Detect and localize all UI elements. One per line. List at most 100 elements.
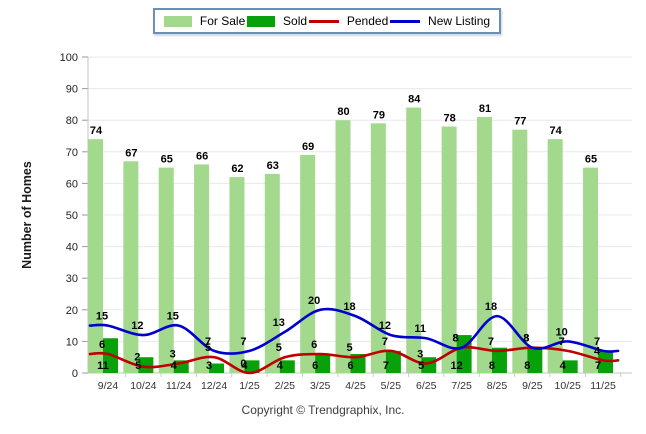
legend-label-sold: Sold <box>283 14 308 28</box>
new-listing-value-label: 13 <box>273 317 285 329</box>
sold-value-label: 7 <box>595 360 601 372</box>
x-tick-label: 11/25 <box>590 380 616 392</box>
x-tick-label: 3/25 <box>310 380 331 392</box>
for-sale-value-label: 69 <box>302 141 314 153</box>
y-tick-label: 100 <box>60 52 78 64</box>
bar-for-sale <box>229 177 245 373</box>
x-tick-label: 10/24 <box>130 380 156 392</box>
x-tick-label: 5/25 <box>381 380 402 392</box>
new-listing-value-label: 15 <box>167 311 179 323</box>
bar-sold <box>385 350 401 373</box>
bar-for-sale <box>264 173 280 373</box>
y-tick-label: 80 <box>66 115 78 127</box>
pended-value-label: 3 <box>170 349 176 361</box>
pended-value-label: 7 <box>559 336 565 348</box>
bar-sold <box>491 347 507 373</box>
legend-item-sold: Sold <box>247 14 307 28</box>
x-tick-label: 8/25 <box>487 380 508 392</box>
pended-value-label: 8 <box>453 333 459 345</box>
new-listing-value-label: 12 <box>379 320 391 332</box>
new-listing-line <box>88 307 620 355</box>
legend-item-for-sale: For Sale <box>163 14 245 28</box>
y-axis-title: Number of Homes <box>20 161 34 269</box>
for-sale-value-label: 63 <box>267 160 279 172</box>
new-listing-value-label: 11 <box>414 323 426 335</box>
pended-value-label: 5 <box>276 342 282 354</box>
for-sale-value-label: 79 <box>373 109 385 121</box>
y-tick-label: 40 <box>66 242 78 254</box>
pended-value-label: 7 <box>488 336 494 348</box>
bar-for-sale <box>547 139 563 373</box>
x-tick-label: 10/25 <box>555 380 581 392</box>
bar-sold <box>138 357 154 373</box>
x-tick-label: 1/25 <box>239 380 260 392</box>
new-listing-value-label: 12 <box>131 320 143 332</box>
x-tick-label: 9/24 <box>98 380 119 392</box>
sold-value-label: 5 <box>135 360 141 372</box>
for-sale-value-label: 62 <box>231 163 243 175</box>
sold-value-label: 4 <box>241 360 248 372</box>
x-tick-label: 11/24 <box>166 380 192 392</box>
bar-for-sale <box>583 167 599 373</box>
chart-legend: For Sale Sold Pended New Listing <box>153 8 501 34</box>
y-tick-label: 90 <box>66 84 78 96</box>
pended-value-label: 2 <box>134 352 140 364</box>
bar-sold <box>562 360 578 373</box>
pended-value-label: 6 <box>99 339 105 351</box>
sold-value-label: 12 <box>450 360 462 372</box>
bar-sold <box>315 354 331 373</box>
sold-value-label: 6 <box>347 360 353 372</box>
new-listing-value-label: 15 <box>96 311 108 323</box>
bar-for-sale <box>123 161 139 373</box>
pended-value-label: 8 <box>523 333 529 345</box>
new-listing-value-label: 7 <box>240 336 246 348</box>
bar-sold <box>209 363 225 373</box>
new-listing-value-label: 7 <box>594 336 600 348</box>
bar-for-sale <box>406 107 422 373</box>
pended-value-label: 5 <box>346 342 352 354</box>
bar-for-sale <box>476 117 492 373</box>
y-tick-label: 10 <box>66 336 78 348</box>
for-sale-value-label: 65 <box>585 154 597 166</box>
y-tick-label: 30 <box>66 273 78 285</box>
sold-value-label: 6 <box>312 360 318 372</box>
for-sale-swatch <box>163 15 192 27</box>
for-sale-value-label: 78 <box>443 113 455 125</box>
new-listing-value-label: 10 <box>556 326 568 338</box>
for-sale-value-label: 81 <box>479 103 491 115</box>
for-sale-value-label: 74 <box>90 125 103 137</box>
y-tick-label: 50 <box>66 210 78 222</box>
bar-sold <box>350 354 366 373</box>
for-sale-value-label: 80 <box>337 106 349 118</box>
sold-value-label: 4 <box>277 360 284 372</box>
y-tick-label: 20 <box>66 305 78 317</box>
new-listing-value-label: 8 <box>453 333 459 345</box>
legend-item-pended: Pended <box>308 14 388 28</box>
y-tick-label: 70 <box>66 147 78 159</box>
bar-for-sale <box>441 126 457 374</box>
for-sale-value-label: 77 <box>514 116 526 128</box>
sold-value-label: 5 <box>418 360 424 372</box>
sold-value-label: 4 <box>560 360 567 372</box>
bar-for-sale <box>194 164 210 373</box>
bar-for-sale <box>88 139 103 373</box>
sold-value-label: 3 <box>206 360 212 372</box>
bar-for-sale <box>370 123 386 373</box>
x-tick-label: 6/25 <box>416 380 437 392</box>
pended-swatch <box>308 19 339 23</box>
pended-value-label: 5 <box>205 342 211 354</box>
new-listing-value-label: 8 <box>523 333 529 345</box>
bar-for-sale <box>158 167 174 373</box>
legend-label-new-listing: New Listing <box>428 14 491 28</box>
x-tick-label: 12/24 <box>201 380 227 392</box>
pended-value-label: 7 <box>382 336 388 348</box>
for-sale-value-label: 67 <box>125 147 137 159</box>
bar-sold <box>527 347 543 373</box>
new-listing-value-label: 18 <box>343 301 355 313</box>
for-sale-value-label: 65 <box>161 154 173 166</box>
sold-swatch <box>247 15 276 27</box>
sold-value-label: 11 <box>97 360 109 372</box>
bar-sold <box>279 360 295 373</box>
bar-for-sale <box>335 120 351 373</box>
